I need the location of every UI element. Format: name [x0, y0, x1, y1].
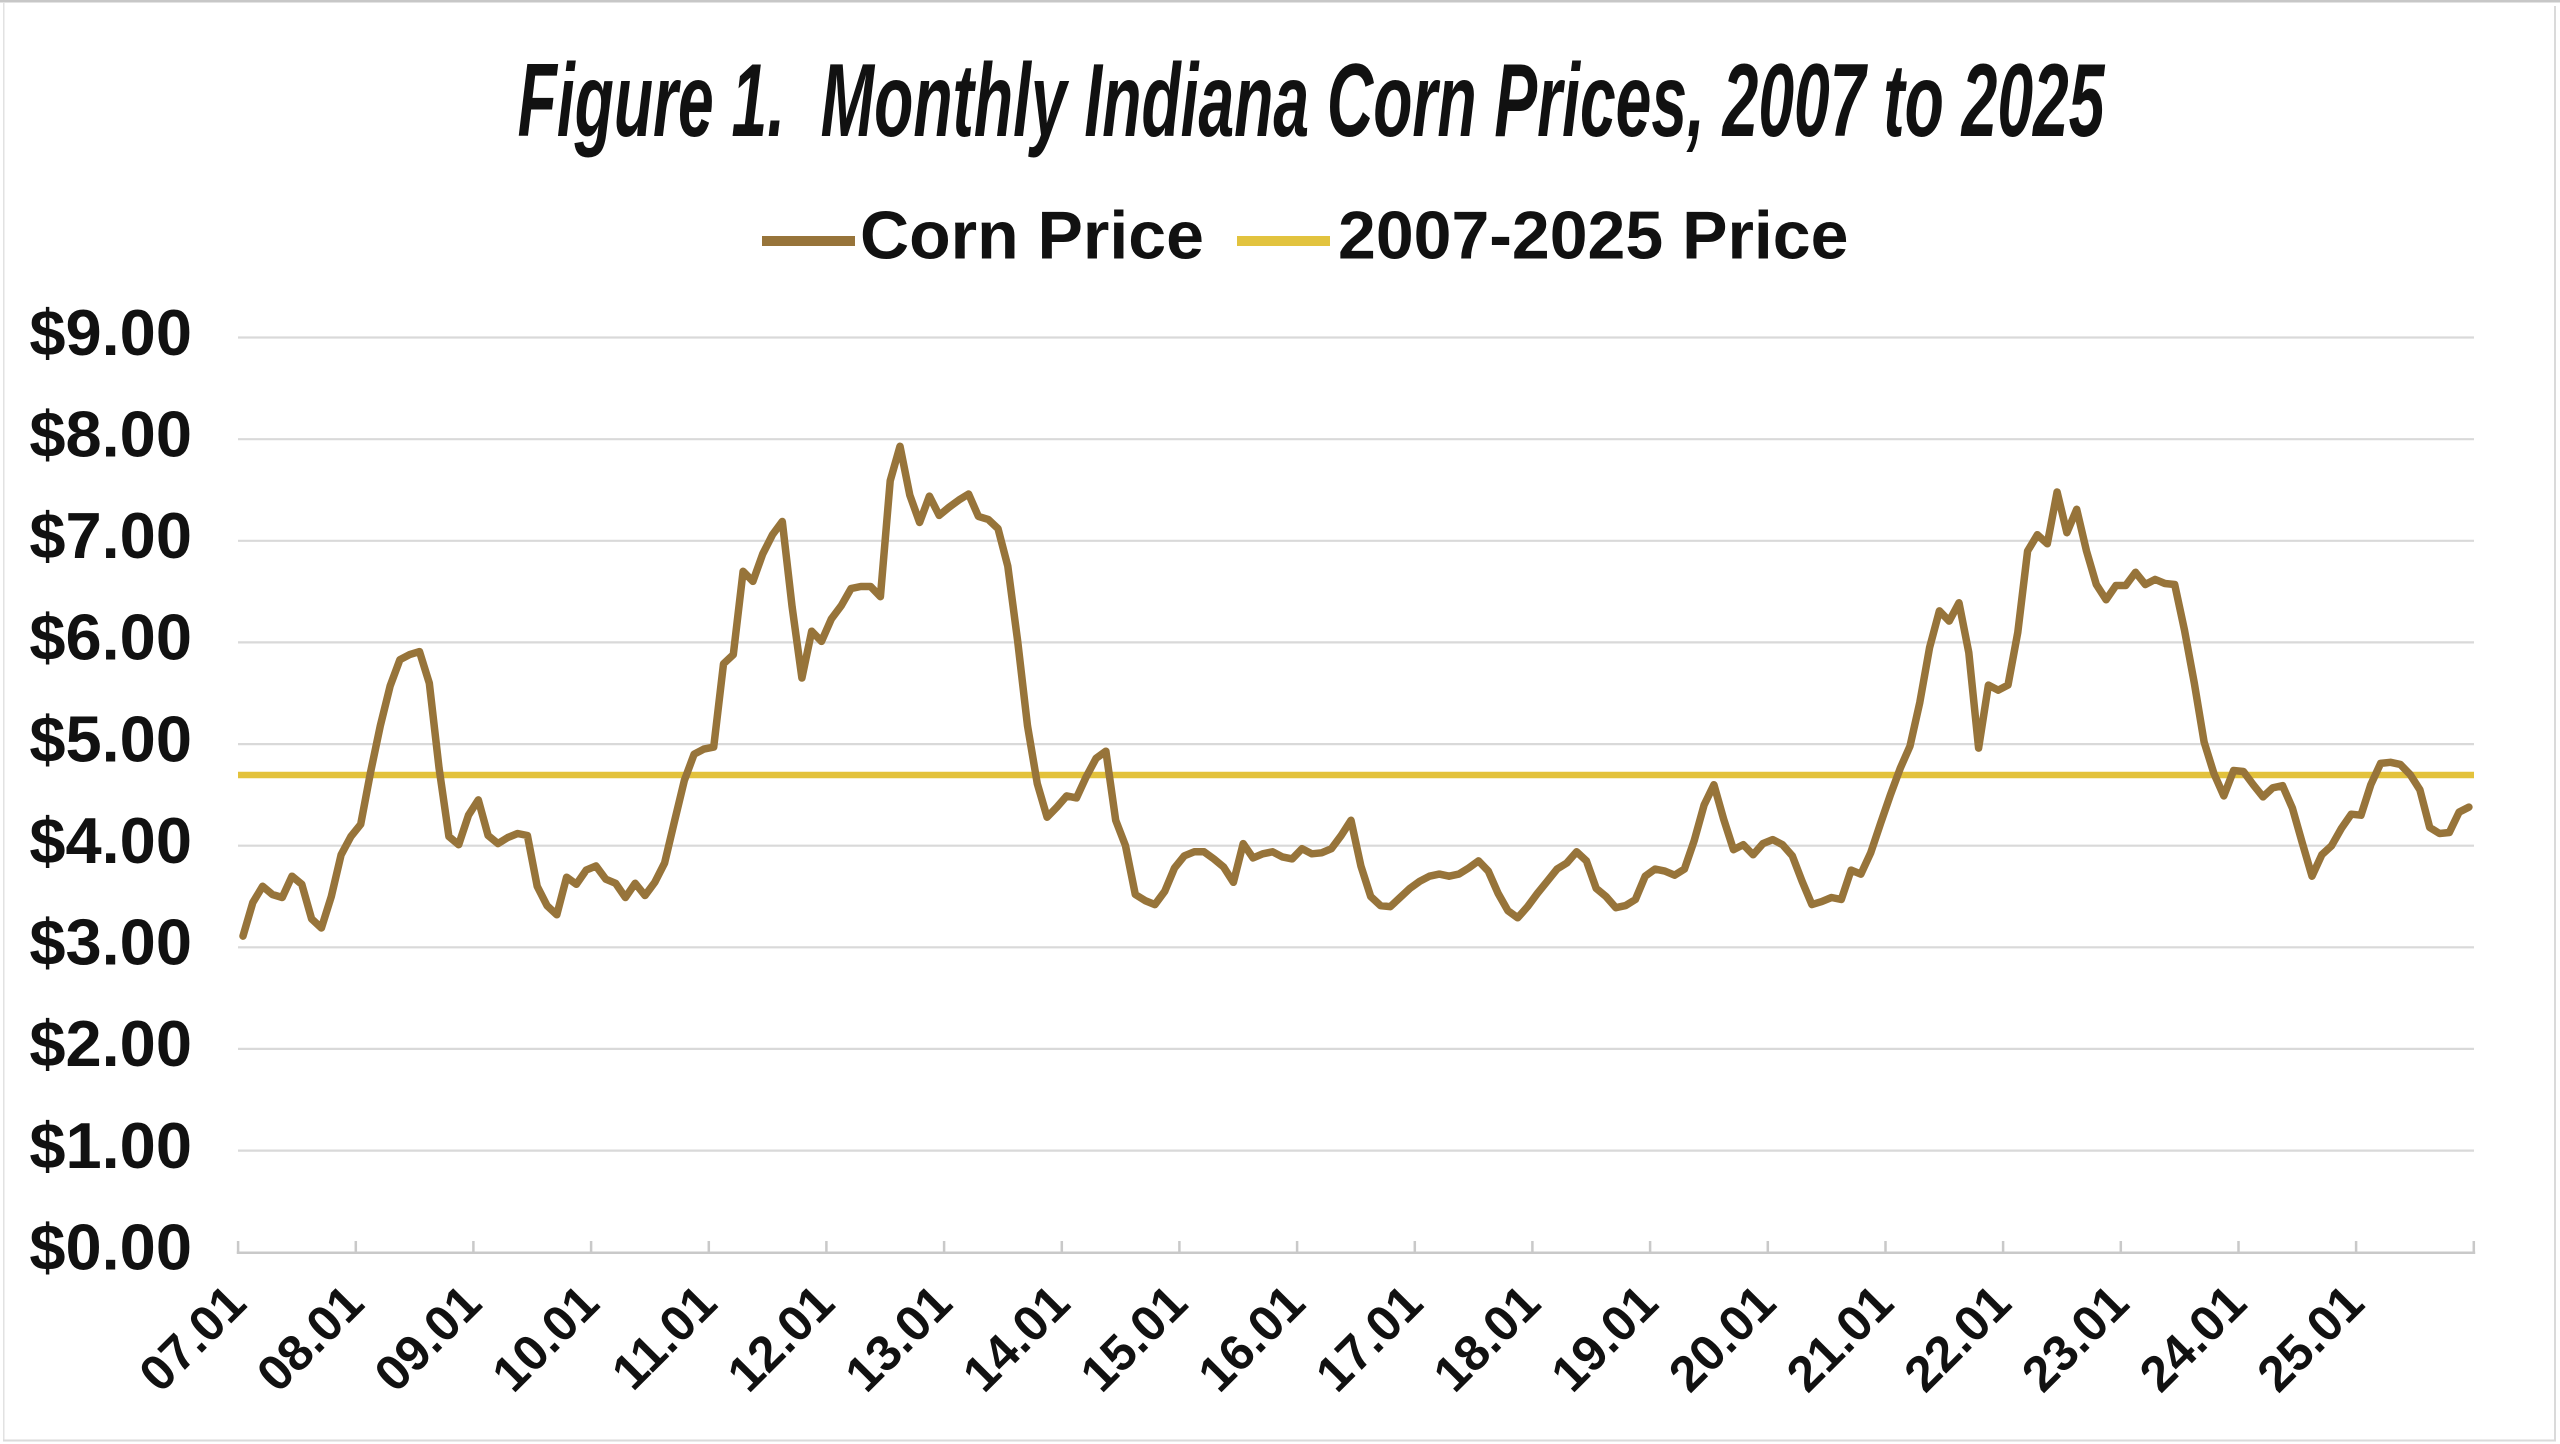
svg-text:$9.00: $9.00	[29, 296, 192, 369]
svg-text:$8.00: $8.00	[29, 398, 192, 471]
svg-text:$4.00: $4.00	[29, 804, 192, 877]
svg-text:$3.00: $3.00	[29, 906, 192, 979]
svg-text:2007-2025 Price: 2007-2025 Price	[1338, 198, 1848, 274]
svg-text:$7.00: $7.00	[29, 499, 192, 572]
svg-text:$5.00: $5.00	[29, 702, 192, 775]
svg-text:Corn Price: Corn Price	[860, 198, 1204, 274]
svg-text:$1.00: $1.00	[29, 1109, 192, 1182]
svg-text:Figure 1. Monthly Indiana Cor: Figure 1. Monthly Indiana Corn Prices, 2…	[518, 43, 2106, 159]
svg-text:$6.00: $6.00	[29, 601, 192, 674]
svg-text:$2.00: $2.00	[29, 1007, 192, 1080]
svg-text:$0.00: $0.00	[29, 1211, 192, 1284]
